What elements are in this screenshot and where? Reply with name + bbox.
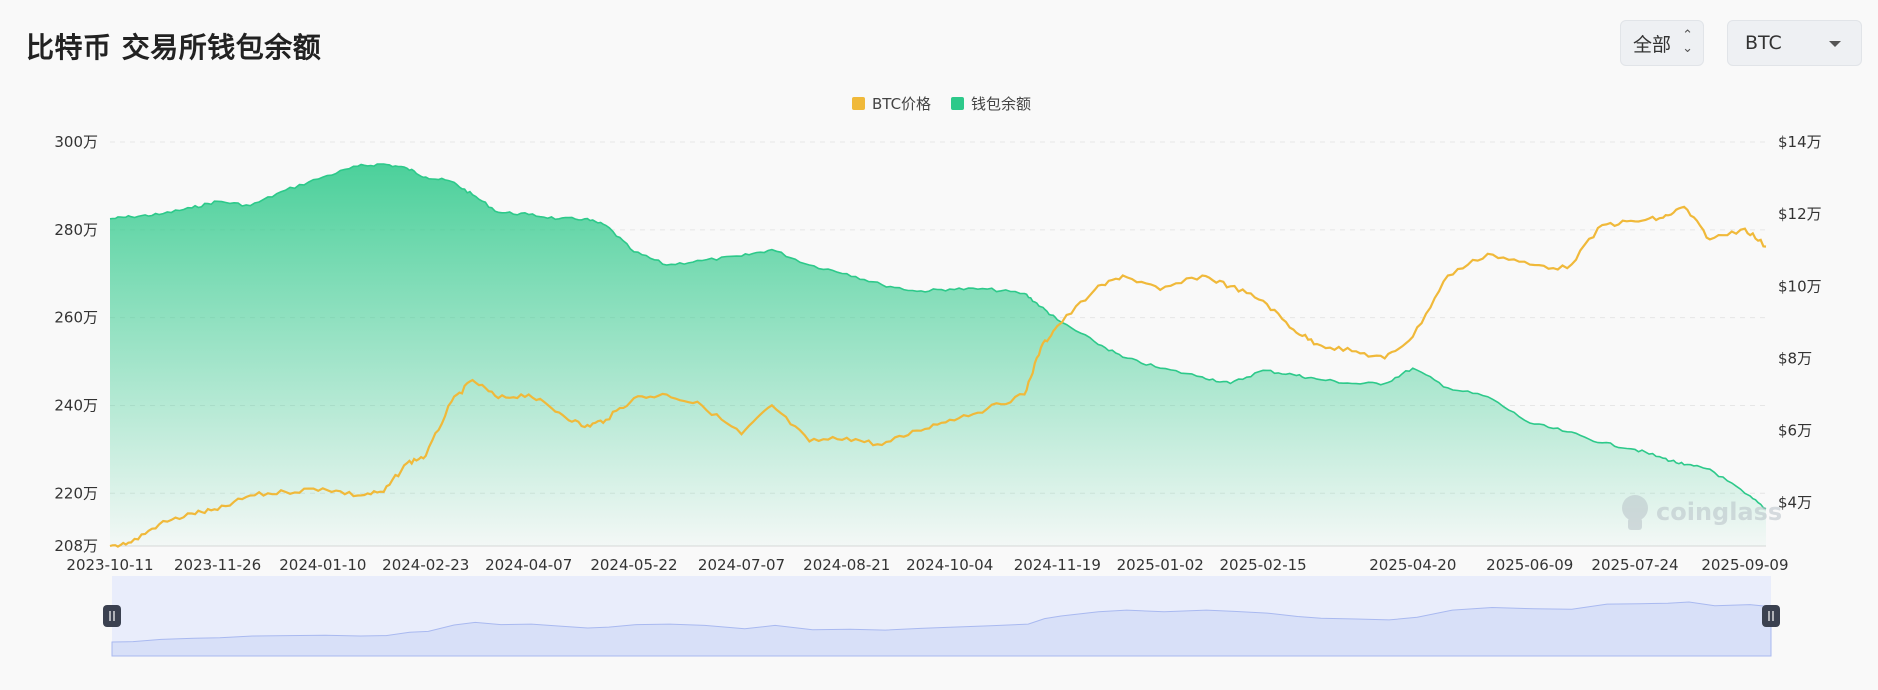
x-axis-tick-label: 2023-11-26 (174, 556, 261, 574)
coin-select[interactable]: BTC (1727, 20, 1862, 66)
x-axis-tick-label: 2023-10-11 (66, 556, 153, 574)
watermark-text: coinglass (1656, 498, 1782, 526)
coin-select-label: BTC (1745, 32, 1782, 54)
coinglass-logo-base (1628, 518, 1642, 530)
x-axis-tick-label: 2024-04-07 (485, 556, 572, 574)
legend-label-price[interactable]: BTC价格 (872, 95, 931, 113)
x-axis-tick-label: 2024-02-23 (382, 556, 469, 574)
x-axis-tick-label: 2024-08-21 (803, 556, 890, 574)
x-axis-tick-label: 2025-04-20 (1369, 556, 1456, 574)
price-line (109, 205, 1767, 548)
right-axis-tick-label: $12万 (1778, 205, 1822, 223)
left-axis-tick-label: 220万 (54, 484, 98, 502)
legend-swatch-price (852, 97, 865, 110)
watermark: coinglass (1622, 495, 1782, 530)
right-axis-tick-label: $4万 (1778, 494, 1812, 512)
legend-label-balance[interactable]: 钱包余额 (971, 95, 1031, 113)
x-axis-tick-label: 2024-05-22 (590, 556, 677, 574)
x-axis-tick-label: 2024-11-19 (1014, 556, 1101, 574)
time-range-label: 全部 (1633, 33, 1672, 56)
left-axis-tick-label: 240万 (54, 396, 98, 414)
x-axis-tick-label: 2025-02-15 (1220, 556, 1307, 574)
time-range-select[interactable]: 全部 ⌃ ⌄ (1620, 20, 1704, 66)
right-axis-tick-label: $6万 (1778, 422, 1812, 440)
left-axis-tick-label: 300万 (54, 133, 98, 151)
balance-area (110, 164, 1766, 546)
left-axis-tick-label: 280万 (54, 221, 98, 239)
left-axis-tick-label: 260万 (54, 309, 98, 327)
legend-swatch-balance (951, 97, 964, 110)
up-down-arrows-icon: ⌃ ⌄ (1682, 28, 1693, 56)
navigator-handle-left[interactable] (103, 605, 121, 627)
range-navigator[interactable] (103, 576, 1780, 657)
right-axis-ticks: $14万 $12万 $10万 $8万 $6万 $4万 (1778, 133, 1822, 512)
x-axis-tick-label: 2025-06-09 (1486, 556, 1573, 574)
x-axis-tick-label: 2025-09-09 (1701, 556, 1788, 574)
right-axis-tick-label: $8万 (1778, 349, 1812, 367)
x-axis-tick-label: 2025-07-24 (1591, 556, 1678, 574)
coinglass-logo-icon (1622, 495, 1648, 521)
balance-line (109, 163, 1767, 510)
left-axis-ticks: 300万 280万 260万 240万 220万 208万 (54, 133, 98, 555)
navigator-series (111, 601, 1772, 657)
x-axis-tick-label: 2025-01-02 (1117, 556, 1204, 574)
navigator-handle-right[interactable] (1762, 605, 1780, 627)
chevron-down-icon (1829, 41, 1841, 47)
x-axis-ticks: 2023-10-11 2023-11-26 2024-01-10 2024-02-23… (66, 556, 1788, 574)
right-axis-tick-label: $14万 (1778, 133, 1822, 151)
plot-area (109, 163, 1767, 548)
right-axis-tick-label: $10万 (1778, 277, 1822, 295)
x-axis-tick-label: 2024-07-07 (698, 556, 785, 574)
chart-legend[interactable]: BTC价格 钱包余额 (852, 95, 1031, 113)
x-axis-tick-label: 2024-10-04 (906, 556, 993, 574)
page-title: 比特币 交易所钱包余额 (26, 31, 322, 64)
left-axis-tick-label: 208万 (54, 537, 98, 555)
x-axis-tick-label: 2024-01-10 (279, 556, 366, 574)
